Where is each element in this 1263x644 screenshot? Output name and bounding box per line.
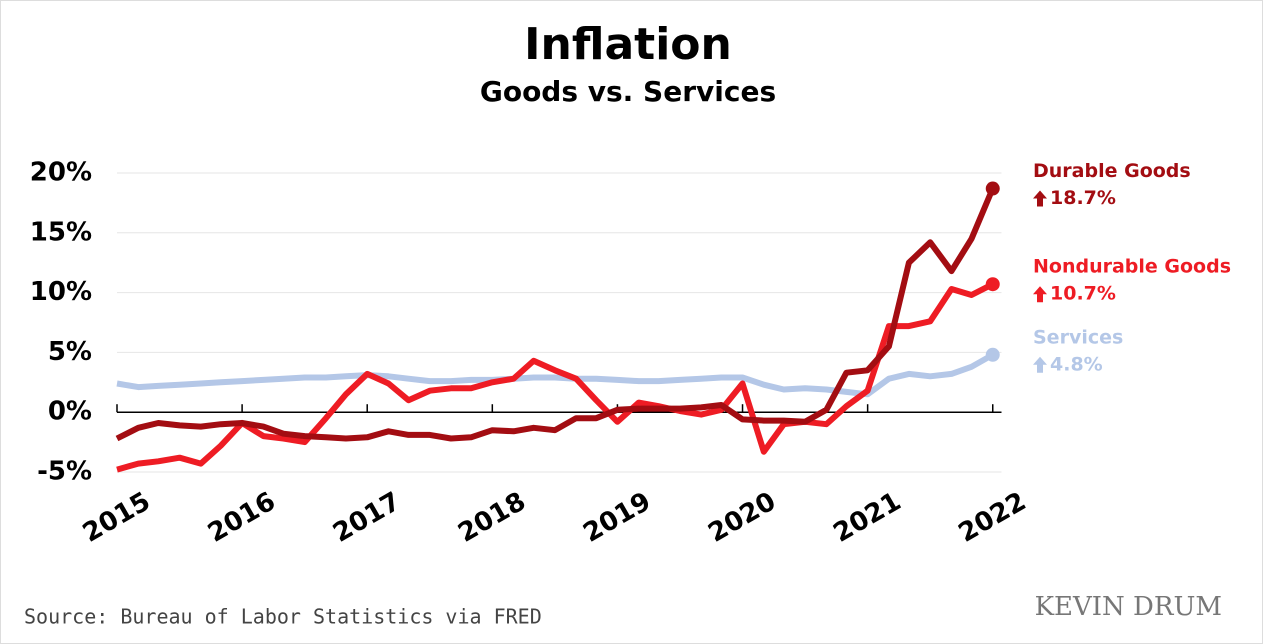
y-tick-label: 20% bbox=[30, 157, 92, 187]
chart-subtitle: Goods vs. Services bbox=[480, 75, 776, 108]
value-label: 18.7% bbox=[1050, 187, 1116, 209]
series-line bbox=[115, 187, 996, 442]
end-point bbox=[985, 181, 1000, 196]
y-tick-label: 10% bbox=[30, 277, 92, 307]
y-tick-label: 0% bbox=[48, 397, 92, 427]
watermark: KEVIN DRUM bbox=[1035, 592, 1222, 622]
y-tick-label: -5% bbox=[37, 457, 92, 487]
legend-label: Nondurable Goods bbox=[1033, 256, 1231, 278]
end-point bbox=[985, 347, 1000, 362]
series-line bbox=[116, 281, 995, 473]
legend-label: Services bbox=[1033, 326, 1123, 348]
legend-label: Durable Goods bbox=[1033, 160, 1191, 182]
up-arrow bbox=[1033, 190, 1047, 207]
value-label: 10.7% bbox=[1050, 283, 1116, 305]
series-line bbox=[116, 352, 995, 398]
chart-title: Inflation bbox=[524, 19, 732, 70]
y-tick-label: 15% bbox=[30, 217, 92, 247]
y-tick-label: 5% bbox=[48, 337, 92, 367]
source: Source: Bureau of Labor Statistics via F… bbox=[24, 605, 542, 629]
value-label: 4.8% bbox=[1050, 353, 1103, 375]
up-arrow bbox=[1033, 286, 1047, 303]
end-point bbox=[985, 277, 1000, 292]
up-arrow bbox=[1033, 356, 1047, 373]
